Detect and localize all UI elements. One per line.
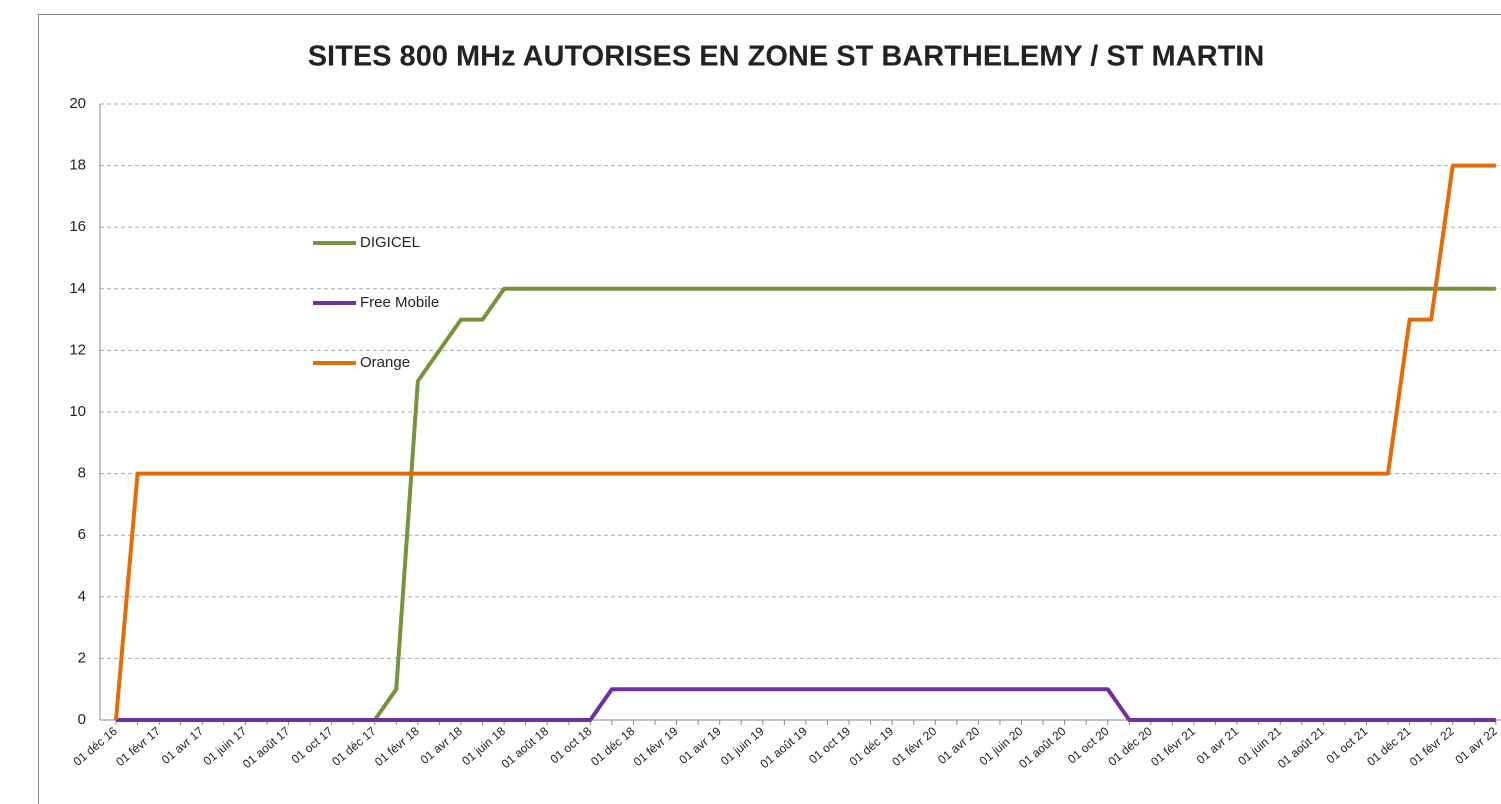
y-tick-label: 6	[78, 526, 86, 543]
y-tick-label: 14	[69, 280, 86, 297]
y-tick-label: 8	[78, 465, 86, 482]
chart-title: SITES 800 MHz AUTORISES EN ZONE ST BARTH…	[308, 41, 1265, 73]
series-line	[116, 687, 1496, 722]
y-tick-label: 2	[78, 649, 86, 666]
series-line	[114, 163, 1496, 721]
y-tick-label: 0	[78, 711, 86, 728]
y-tick-label: 10	[69, 403, 86, 420]
y-tick-label: 18	[69, 157, 86, 174]
chart-frame	[38, 14, 1501, 804]
legend-label: DIGICEL	[360, 234, 420, 251]
y-tick-label: 16	[69, 218, 86, 235]
y-tick-label: 20	[69, 95, 86, 112]
legend-label: Free Mobile	[360, 294, 439, 311]
y-tick-label: 12	[69, 341, 86, 358]
y-tick-label: 4	[78, 588, 86, 605]
legend-label: Orange	[360, 354, 410, 371]
